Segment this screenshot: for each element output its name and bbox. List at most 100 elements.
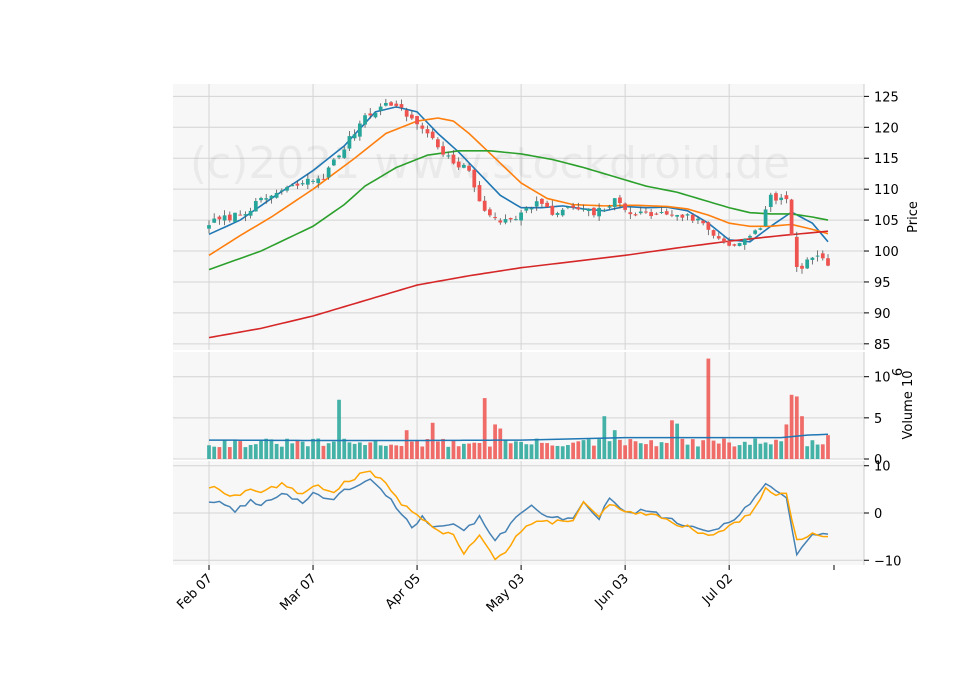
volume-bar xyxy=(285,438,289,459)
volume-panel-bg xyxy=(173,352,864,459)
volume-bar xyxy=(722,438,726,459)
candle-body xyxy=(815,255,820,257)
volume-bar xyxy=(415,439,419,459)
price-y-tick-label: 85 xyxy=(874,338,891,353)
price-y-tick-label: 110 xyxy=(874,183,899,198)
candle-body xyxy=(540,198,544,204)
candle-body xyxy=(415,116,419,125)
candle-body xyxy=(716,236,721,239)
candle-body xyxy=(779,197,784,201)
candle-body xyxy=(654,213,659,215)
candle-body xyxy=(269,195,274,199)
volume-bar xyxy=(451,440,456,459)
candle-body xyxy=(436,139,440,148)
volume-bar xyxy=(321,445,326,459)
volume-bar xyxy=(498,428,503,459)
candle-body xyxy=(566,206,570,208)
candle-body xyxy=(399,104,404,108)
candle-body xyxy=(430,131,435,139)
volume-bar xyxy=(586,439,591,459)
candle-body xyxy=(253,201,258,212)
candle-body xyxy=(264,198,269,200)
volume-y-tick-label: 10 xyxy=(874,371,891,386)
volume-bars xyxy=(207,358,830,459)
volume-bar xyxy=(810,440,815,459)
price-y-tick-label: 100 xyxy=(874,245,899,260)
volume-bar xyxy=(826,435,830,459)
volume-bar xyxy=(758,443,763,459)
volume-bar xyxy=(727,442,732,459)
candle-body xyxy=(826,258,830,266)
price-y-tick-label: 125 xyxy=(874,90,899,105)
candle-body xyxy=(711,230,716,236)
volume-bar xyxy=(493,424,497,459)
candle-body xyxy=(727,241,732,246)
volume-bar xyxy=(534,438,539,459)
candle-body xyxy=(701,220,706,224)
volume-bar xyxy=(794,396,799,459)
candle-body xyxy=(555,213,560,215)
candle-body xyxy=(529,208,534,210)
candle-body xyxy=(649,212,654,217)
volume-bar xyxy=(357,442,362,459)
candle-body xyxy=(467,165,471,171)
volume-bar xyxy=(248,444,253,459)
candle-body xyxy=(462,164,466,168)
volume-bar xyxy=(779,441,784,459)
candle-body xyxy=(810,257,815,260)
candle-body xyxy=(482,200,487,211)
volume-bar xyxy=(654,446,659,459)
volume-bar xyxy=(394,445,399,459)
candle-body xyxy=(363,115,367,125)
volume-axis-exponent: 6 xyxy=(891,368,906,376)
candle-body xyxy=(321,178,326,180)
volume-bar xyxy=(467,443,471,459)
candle-body xyxy=(389,102,393,106)
candle-body xyxy=(774,193,778,201)
volume-bar xyxy=(259,439,263,459)
volume-bar xyxy=(711,440,716,459)
candle-body xyxy=(545,202,549,207)
candle-body xyxy=(503,219,508,223)
candle-body xyxy=(592,207,596,216)
volume-bar xyxy=(696,446,700,459)
volume-bar xyxy=(524,444,529,459)
volume-bar xyxy=(253,444,258,459)
volume-bar xyxy=(633,441,638,459)
candle-body xyxy=(696,218,700,221)
candle-body xyxy=(524,207,529,211)
candle-body xyxy=(259,198,263,201)
candle-body xyxy=(248,210,253,216)
candle-body xyxy=(623,203,628,210)
candle-body xyxy=(820,253,825,259)
volume-bar xyxy=(399,445,404,459)
volume-bar xyxy=(456,446,461,459)
volume-bar xyxy=(378,445,383,459)
candle-body xyxy=(644,211,648,213)
candle-body xyxy=(311,180,315,182)
volume-bar xyxy=(545,443,549,459)
candle-body xyxy=(493,217,497,219)
price-y-tick-label: 95 xyxy=(874,276,891,291)
volume-bar xyxy=(540,442,544,459)
volume-bar xyxy=(560,446,565,459)
candle-body xyxy=(441,146,445,155)
candle-body xyxy=(342,149,347,158)
volume-bar xyxy=(420,446,425,459)
oscillator-lines xyxy=(208,470,829,561)
candle-body xyxy=(295,183,300,186)
volume-bar xyxy=(337,399,341,459)
candle-body xyxy=(550,205,555,215)
watermark: (c)2021 www.stockdroid.de xyxy=(190,138,790,189)
volume-bar xyxy=(649,440,654,459)
volume-average-line xyxy=(208,433,829,442)
candle-body xyxy=(602,209,607,211)
candle-body xyxy=(212,218,217,223)
candle-body xyxy=(586,208,591,212)
price-y-tick-label: 120 xyxy=(874,121,899,136)
candle-body xyxy=(576,207,581,210)
candle-body xyxy=(633,214,638,216)
candle-body xyxy=(243,214,248,216)
volume-bar xyxy=(290,443,295,459)
candle-body xyxy=(498,220,503,223)
